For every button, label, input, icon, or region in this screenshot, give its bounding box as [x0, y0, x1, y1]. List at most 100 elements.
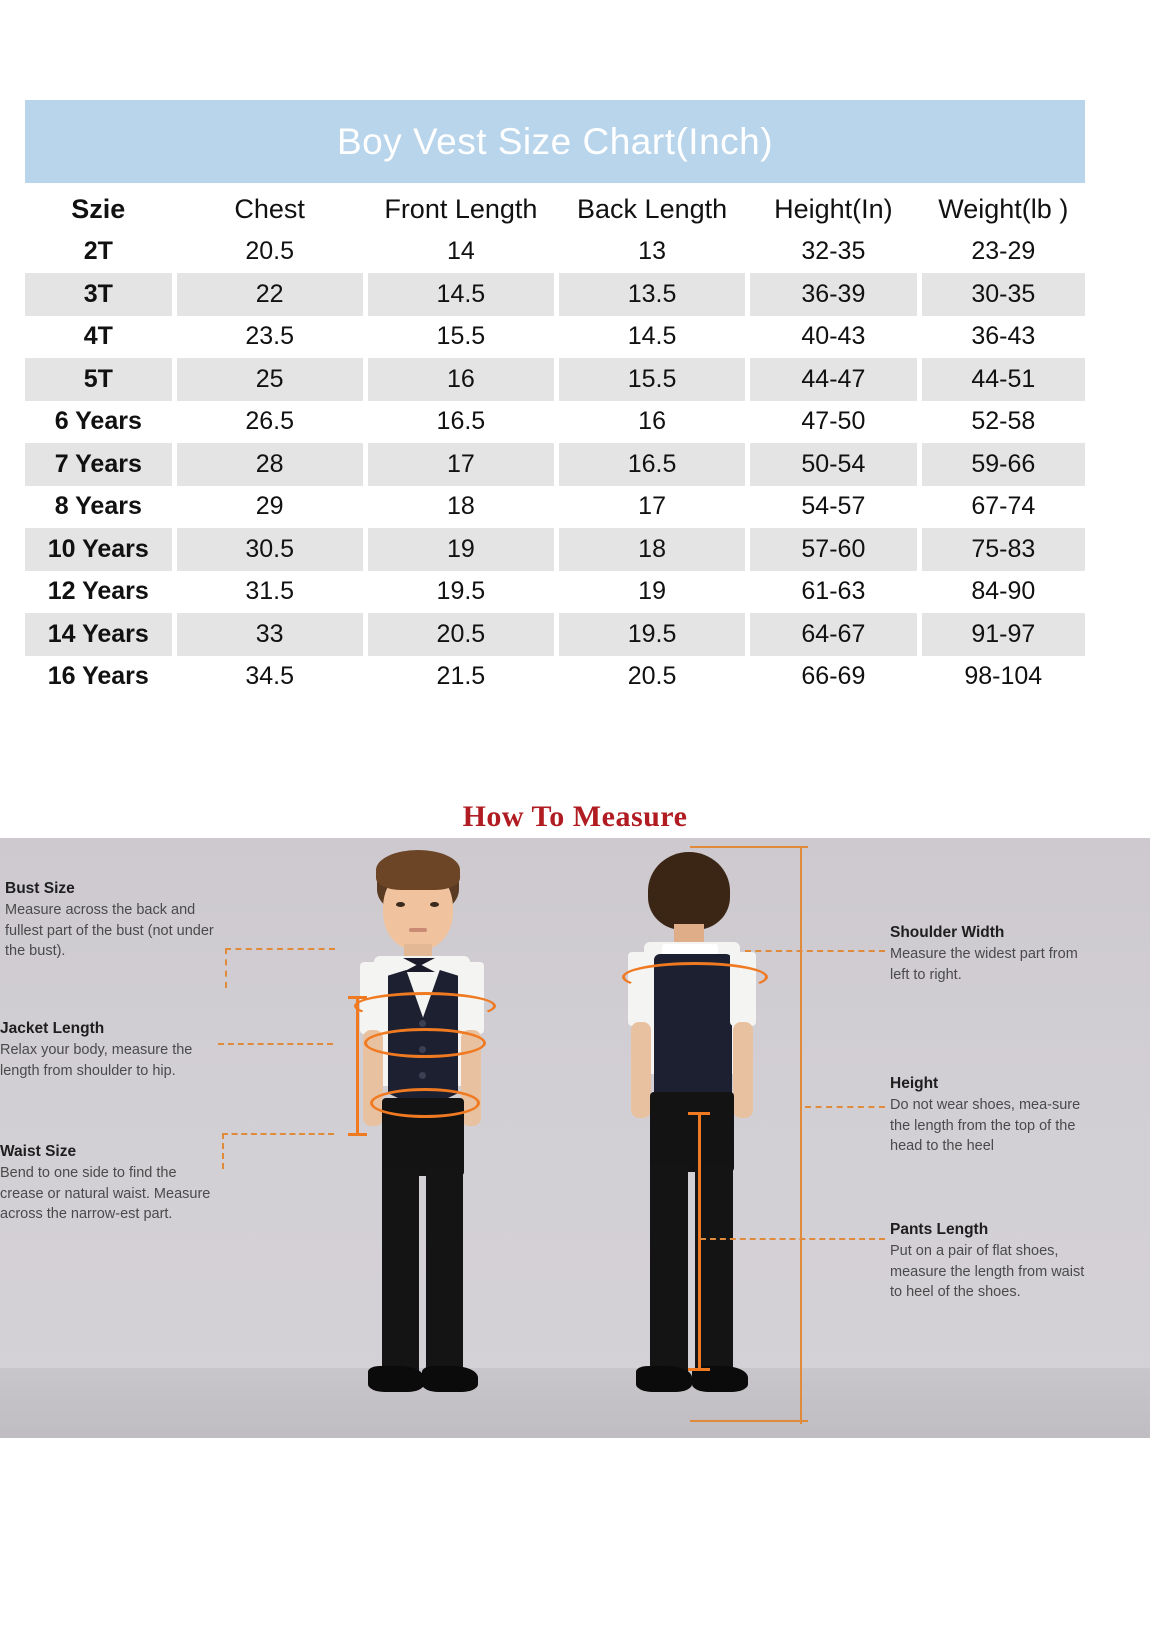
jacket-length-cap-bottom: [348, 1133, 367, 1136]
mouth: [409, 928, 427, 932]
annotation-body: Do not wear shoes, mea-sure the length f…: [890, 1097, 1081, 1155]
eye-right: [430, 902, 439, 907]
shoulder-width-curve: [622, 962, 768, 992]
table-row: 2T 20.5 14 13 32-35 23-29: [25, 231, 1085, 274]
annotation-jacket-length: Jacket Length Relax your body, measure t…: [0, 1020, 215, 1081]
table-row: 12 Years 31.5 19.5 19 61-63 84-90: [25, 571, 1085, 614]
cell-chest: 34.5: [245, 662, 295, 691]
cell-size: 12 Years: [47, 577, 149, 606]
cell-chest: 30.5: [176, 528, 363, 571]
cell-chest: 25: [176, 358, 363, 401]
vest-button: [419, 1020, 426, 1027]
height-axis-cap-bottom: [690, 1420, 808, 1422]
jacket-length-line: [356, 996, 359, 1136]
leader-waist-vert: [222, 1133, 224, 1169]
cell-size: 5T: [25, 358, 172, 401]
cell-weight: 84-90: [971, 577, 1036, 606]
leader-pants: [700, 1238, 885, 1240]
height-axis-cap-top: [690, 846, 808, 848]
cell-weight: 67-74: [971, 492, 1036, 521]
arm-left: [631, 1022, 651, 1118]
annotation-title: Bust Size: [5, 880, 75, 897]
annotation-title: Shoulder Width: [890, 924, 1005, 941]
column-header-back-length: Back Length: [577, 193, 728, 224]
shoe-left: [636, 1366, 692, 1392]
cell-weight: 23-29: [971, 237, 1036, 266]
table-row: 14 Years 33 20.5 19.5 64-67 91-97: [25, 613, 1085, 656]
table-row: 5T 25 16 15.5 44-47 44-51: [25, 358, 1085, 401]
annotation-bust-size: Bust Size Measure across the back and fu…: [5, 880, 220, 962]
annotation-height: Height Do not wear shoes, mea-sure the l…: [890, 1075, 1095, 1157]
table-row: 7 Years 28 17 16.5 50-54 59-66: [25, 443, 1085, 486]
hair-top: [376, 850, 460, 890]
annotation-waist-size: Waist Size Bend to one side to find the …: [0, 1143, 215, 1225]
cell-chest: 29: [255, 492, 284, 521]
cell-front-length: 14.5: [367, 273, 554, 316]
cell-back-length: 19.5: [558, 613, 746, 656]
cell-front-length: 14: [446, 237, 475, 266]
annotation-body: Measure across the back and fullest part…: [5, 902, 214, 960]
cell-size: 14 Years: [25, 613, 172, 656]
cell-weight: 75-83: [921, 528, 1085, 571]
cell-back-length: 14.5: [627, 322, 677, 351]
cell-chest: 20.5: [245, 237, 295, 266]
cell-height: 54-57: [801, 492, 866, 521]
cell-height: 36-39: [750, 273, 917, 316]
hair-back: [648, 852, 730, 930]
chart-title-banner: Boy Vest Size Chart(Inch): [25, 100, 1085, 183]
cell-front-length: 21.5: [436, 662, 486, 691]
vest-button: [419, 1072, 426, 1079]
leader-bust: [225, 948, 335, 950]
leader-jacket: [218, 1043, 333, 1045]
height-axis-line: [800, 846, 802, 1424]
leg-left: [650, 1164, 688, 1374]
cell-front-length: 17: [367, 443, 554, 486]
cell-back-length: 13.5: [558, 273, 746, 316]
cell-front-length: 19: [367, 528, 554, 571]
table-row: 8 Years 29 18 17 54-57 67-74: [25, 486, 1085, 529]
column-header-chest: Chest: [234, 193, 305, 224]
arm-right: [733, 1022, 753, 1118]
cell-chest: 31.5: [245, 577, 295, 606]
table-row: 4T 23.5 15.5 14.5 40-43 36-43: [25, 316, 1085, 359]
cell-front-length: 15.5: [436, 322, 486, 351]
cell-height: 47-50: [801, 407, 866, 436]
annotation-title: Height: [890, 1075, 939, 1092]
cell-front-length: 20.5: [367, 613, 554, 656]
annotation-title: Waist Size: [0, 1143, 77, 1160]
leader-waist: [222, 1133, 334, 1135]
cell-front-length: 16: [367, 358, 554, 401]
cell-chest: 33: [176, 613, 363, 656]
cell-back-length: 13: [638, 237, 666, 266]
model-front-view: [330, 850, 515, 1420]
annotation-body: Relax your body, measure the length from…: [0, 1042, 193, 1079]
cell-weight: 59-66: [921, 443, 1085, 486]
cell-size: 3T: [25, 273, 172, 316]
size-chart-table: Szie Chest Front Length Back Length Heig…: [25, 188, 1085, 698]
cell-size: 10 Years: [25, 528, 172, 571]
cell-front-length: 19.5: [436, 577, 486, 606]
sleeve-left: [628, 952, 654, 1026]
cell-front-length: 18: [446, 492, 475, 521]
leg-left: [382, 1168, 419, 1374]
model-back-view: [600, 850, 785, 1420]
column-header-height: Height(In): [774, 193, 893, 224]
cell-weight: 91-97: [921, 613, 1085, 656]
cell-weight: 36-43: [971, 322, 1036, 351]
table-row: 3T 22 14.5 13.5 36-39 30-35: [25, 273, 1085, 316]
leader-bust-vert: [225, 948, 227, 988]
annotation-shoulder-width: Shoulder Width Measure the widest part f…: [890, 924, 1095, 985]
table-row: 16 Years 34.5 21.5 20.5 66-69 98-104: [25, 656, 1085, 699]
leader-shoulder: [745, 950, 885, 952]
cell-height: 66-69: [801, 662, 866, 691]
eye-left: [396, 902, 405, 907]
cell-height: 44-47: [750, 358, 917, 401]
column-header-weight: Weight(lb ): [938, 193, 1069, 224]
cell-back-length: 20.5: [627, 662, 677, 691]
cell-chest: 28: [176, 443, 363, 486]
cell-back-length: 19: [638, 577, 666, 606]
column-header-size: Szie: [71, 193, 126, 224]
cell-height: 32-35: [801, 237, 866, 266]
cell-back-length: 15.5: [558, 358, 746, 401]
cell-weight: 52-58: [971, 407, 1036, 436]
